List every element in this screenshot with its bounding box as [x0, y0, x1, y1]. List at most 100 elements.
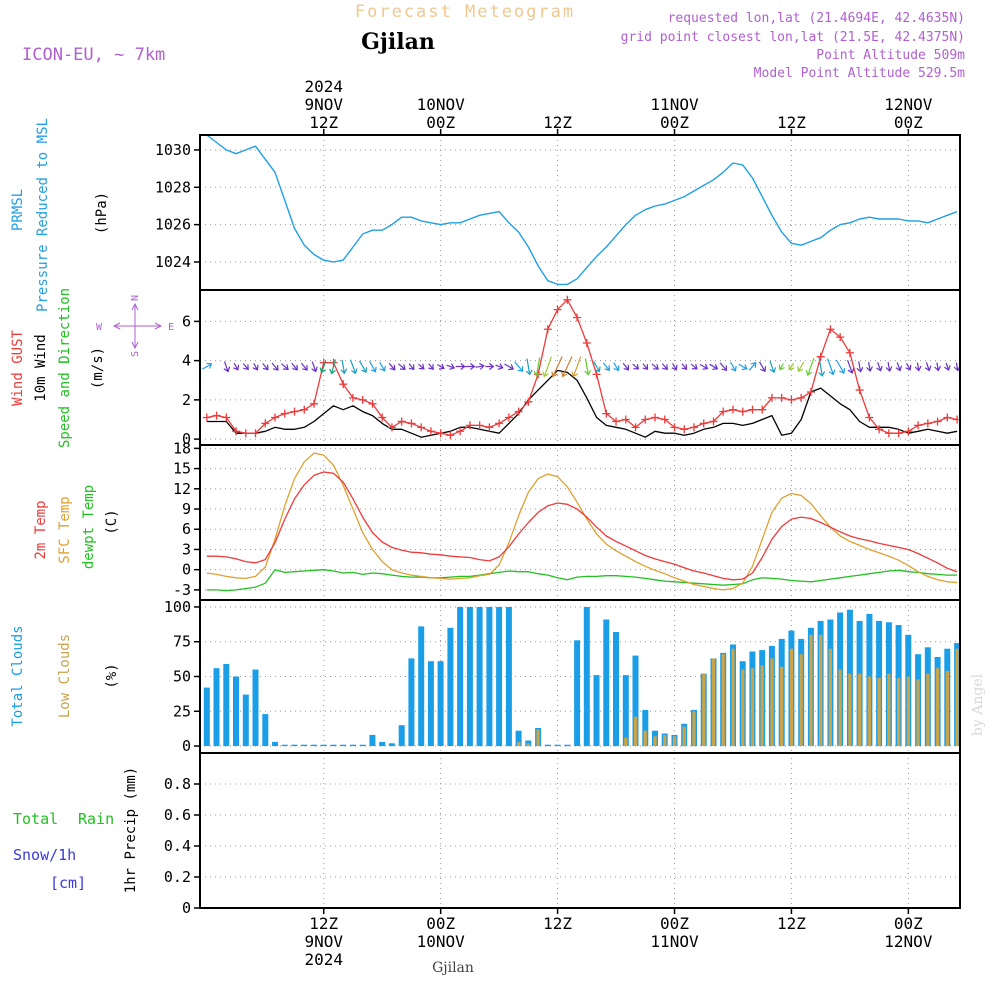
- gust-marker: [719, 407, 728, 416]
- wind-arrow: [408, 363, 415, 371]
- wind-arrow: [826, 358, 836, 376]
- low-cloud-bar: [721, 654, 725, 746]
- pressure-labels: PRMSL Pressure Reduced to MSL (hPa): [10, 118, 110, 312]
- total-clouds-label: Total Clouds: [10, 625, 26, 726]
- gust-marker: [582, 338, 591, 347]
- total-cloud-bar: [583, 607, 590, 747]
- total-cloud-bar: [379, 741, 386, 747]
- axis-labels: 10241026102810300246-3036912151802550751…: [155, 77, 933, 969]
- wind-arrow: [642, 363, 649, 370]
- gust-marker: [787, 395, 796, 404]
- wind-10m-line: [206, 369, 958, 438]
- y-tick-label: 6: [182, 312, 191, 330]
- gust-marker: [884, 429, 893, 438]
- gust-marker: [456, 427, 465, 436]
- y-tick-label: 0: [182, 430, 191, 448]
- gust-marker: [202, 413, 211, 422]
- wind-arrow: [252, 363, 259, 371]
- gust-marker: [465, 421, 474, 430]
- low-cloud-bar: [819, 634, 823, 747]
- bottom-tick-year: 2024: [304, 950, 343, 969]
- requested-coords: requested lon,lat (21.4694E, 42.4635N): [668, 11, 965, 26]
- wind-arrow: [895, 362, 903, 372]
- prmsl-label: PRMSL: [10, 189, 26, 231]
- wind-arrow: [778, 363, 785, 371]
- gust-marker: [387, 423, 396, 432]
- bottom-tick-date: 10NOV: [417, 932, 466, 951]
- total-cloud-bar: [564, 744, 571, 747]
- bottom-tick-hour: 12Z: [309, 914, 338, 933]
- gust-marker: [407, 419, 416, 428]
- total-cloud-bar: [437, 661, 444, 746]
- low-cloud-bar: [877, 677, 881, 747]
- gust-marker: [232, 427, 241, 436]
- total-cloud-bar: [369, 734, 376, 746]
- wind-arrow: [533, 357, 541, 377]
- wind-arrow: [233, 363, 240, 371]
- wind-arrow: [690, 363, 698, 370]
- low-cloud-bar: [536, 729, 540, 747]
- location-title: Gjilan: [361, 29, 435, 55]
- low-cloud-bar: [935, 668, 940, 747]
- top-tick-date: 11NOV: [650, 95, 699, 114]
- wind-arrow: [835, 359, 846, 374]
- top-tick-hour: 12Z: [777, 113, 806, 132]
- wind-arrow: [681, 363, 688, 370]
- gust-marker: [670, 423, 679, 432]
- y-tick-label: 2: [182, 391, 191, 409]
- low-cloud-bar: [682, 726, 686, 747]
- gust-marker: [426, 427, 435, 436]
- temp2m-line: [206, 471, 958, 581]
- total-cloud-bar: [613, 632, 619, 747]
- wind-arrow: [856, 361, 864, 373]
- y-tick-label: 18: [173, 439, 191, 457]
- y-tick-label: 100: [164, 598, 191, 616]
- wind-arrow: [758, 361, 767, 373]
- point-altitude: Point Altitude 509m: [816, 48, 965, 63]
- total-cloud-bar: [593, 675, 600, 746]
- wind-arrow: [561, 356, 573, 378]
- wind-unit: (m/s): [90, 347, 106, 389]
- y-tick-label: 0.8: [164, 775, 191, 793]
- top-tick-hour: 00Z: [660, 113, 689, 132]
- total-cloud-bar: [554, 744, 561, 747]
- wind-arrow: [651, 363, 659, 370]
- low-clouds-label: Low Clouds: [57, 634, 73, 718]
- total-cloud-bar: [252, 669, 259, 746]
- gust-marker: [290, 407, 299, 416]
- gust-marker: [923, 419, 932, 428]
- top-tick-hour: 00Z: [426, 113, 455, 132]
- y-tick-label: 0.6: [164, 806, 191, 824]
- low-cloud-bar: [731, 648, 735, 747]
- gust-marker: [680, 425, 689, 434]
- low-cloud-bar: [926, 673, 930, 746]
- low-cloud-bar: [741, 669, 745, 746]
- gust-marker: [767, 393, 776, 402]
- top-tick-date: 9NOV: [304, 95, 343, 114]
- wind-arrow: [748, 361, 757, 371]
- wind-gust-line: [206, 299, 958, 436]
- y-tick-label: 0.2: [164, 868, 191, 886]
- compass-s: S: [130, 351, 141, 357]
- cloud-labels: Total Clouds Low Clouds (%): [10, 625, 120, 726]
- total-cloud-bar: [291, 744, 298, 747]
- low-cloud-bar: [760, 665, 764, 747]
- low-cloud-bar: [916, 679, 920, 747]
- wind-arrow: [847, 359, 855, 374]
- gust-marker: [845, 348, 854, 357]
- gust-marker: [378, 413, 387, 422]
- wind-arrow: [418, 363, 425, 370]
- gust-marker: [631, 423, 640, 432]
- gust-marker: [261, 419, 270, 428]
- wind-labels: Wind GUST 10m Wind Speed and Direction (…: [10, 288, 106, 448]
- low-cloud-bar: [517, 741, 521, 747]
- gust-marker: [271, 413, 280, 422]
- wind-arrow: [709, 363, 719, 370]
- total-cloud-bar: [418, 626, 425, 746]
- gust-marker: [417, 423, 426, 432]
- low-cloud-bar: [633, 716, 638, 746]
- top-tick-date: 12NOV: [884, 95, 933, 114]
- gust-marker: [563, 295, 572, 304]
- wind-arrow: [738, 363, 748, 371]
- low-cloud-bar: [838, 669, 842, 746]
